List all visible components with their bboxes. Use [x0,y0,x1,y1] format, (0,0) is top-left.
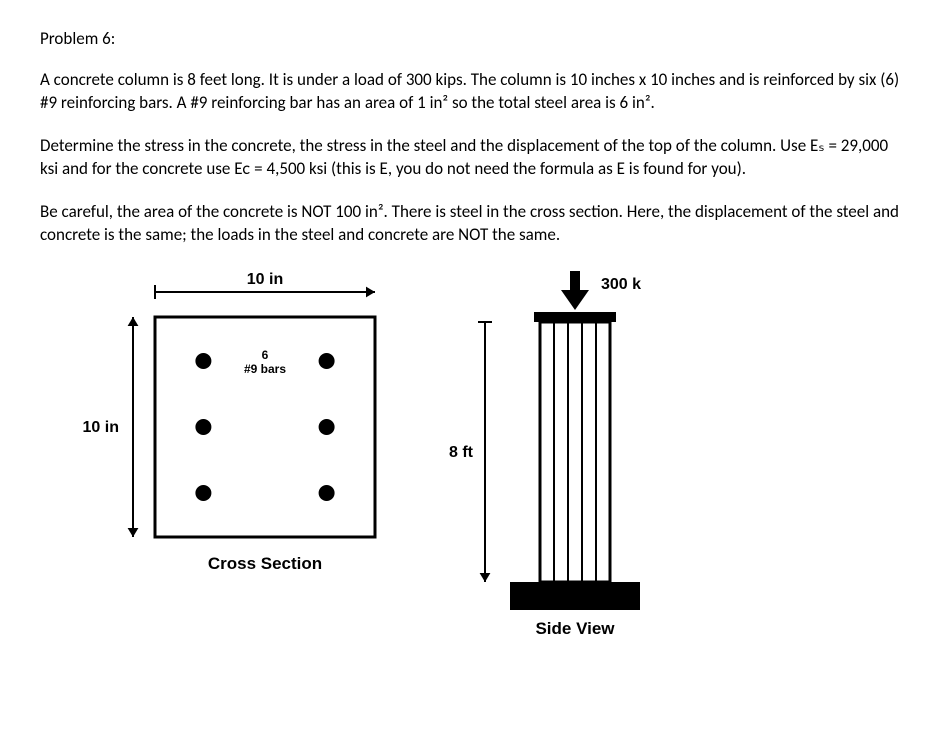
page: Problem 6: A concrete column is 8 feet l… [0,0,943,754]
svg-text:Side View: Side View [535,619,615,637]
cross-section-svg: 10 in 10 in 6#9 bars Cross Section [40,267,420,587]
paragraph-1: A concrete column is 8 feet long. It is … [40,69,903,115]
paragraph-3: Be careful, the area of the concrete is … [40,201,903,247]
svg-text:#9 bars: #9 bars [244,362,286,376]
svg-text:10 in: 10 in [83,419,119,436]
figure-row: 10 in 10 in 6#9 bars Cross Section 300 k 8 f… [40,267,903,642]
problem-title: Problem 6: [40,28,903,49]
svg-text:Cross Section: Cross Section [208,554,322,573]
side-view-figure: 300 k 8 ft Side View [420,267,680,642]
svg-text:6: 6 [262,348,269,362]
svg-text:10 in: 10 in [247,271,283,288]
cross-section-figure: 10 in 10 in 6#9 bars Cross Section [40,267,420,592]
svg-text:8 ft: 8 ft [449,444,474,461]
side-view-svg: 300 k 8 ft Side View [420,267,680,637]
paragraph-2: Determine the stress in the concrete, th… [40,135,903,181]
svg-text:300 k: 300 k [601,276,641,293]
